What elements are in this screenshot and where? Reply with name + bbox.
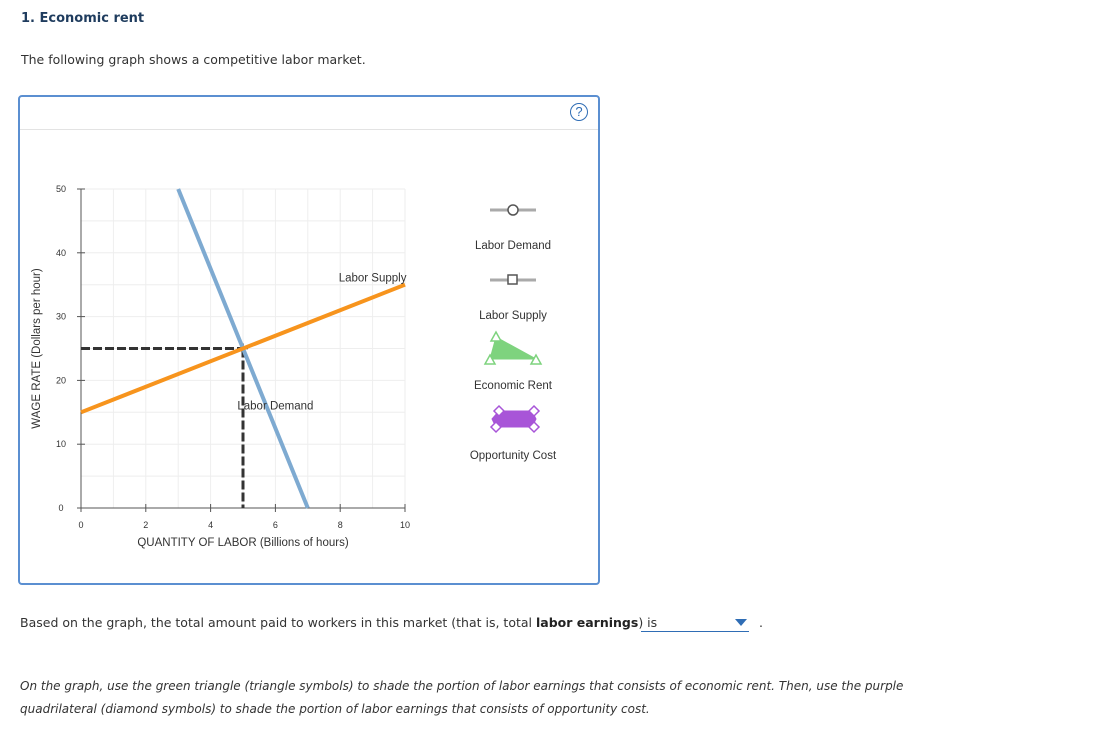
y-tick-label: 40 — [56, 248, 66, 258]
answer-sentence: Based on the graph, the total amount pai… — [20, 615, 657, 630]
palette-economic-rent-label: Economic Rent — [474, 380, 553, 392]
y-axis-label: WAGE RATE (Dollars per hour) — [31, 268, 43, 429]
labor-supply-line-label: Labor Supply — [339, 273, 407, 285]
answer-bold-term: labor earnings — [536, 615, 639, 630]
equilibrium-guides — [81, 343, 248, 508]
answer-prefix: Based on the graph, the total amount pai… — [20, 615, 536, 630]
answer-period: . — [759, 615, 763, 630]
palette-labor-demand-label: Labor Demand — [475, 240, 551, 252]
y-tick-label: 10 — [56, 439, 66, 449]
palette-economic-rent[interactable]: Economic Rent — [474, 330, 553, 392]
palette-opportunity-cost[interactable]: Opportunity Cost — [470, 404, 557, 462]
diamond-marker-icon — [489, 420, 503, 434]
x-tick-label: 8 — [338, 520, 343, 530]
palette-labor-demand[interactable]: Labor Demand — [475, 204, 551, 252]
chart-lines — [80, 188, 406, 509]
x-tick-label: 0 — [78, 520, 83, 530]
palette-opportunity-cost-label: Opportunity Cost — [470, 450, 557, 462]
diamond-marker-icon — [527, 420, 541, 434]
instructions-line-1: On the graph, use the green triangle (tr… — [20, 679, 904, 693]
chart-svg[interactable]: 0 2 4 6 8 10 0 10 20 30 40 50 QUANTITY OF LABOR (Bil… — [20, 97, 598, 583]
diamond-marker-icon — [492, 404, 506, 418]
labor-supply-line — [80, 282, 406, 415]
labor-demand-line-label: Labor Demand — [237, 400, 313, 412]
panel-divider — [20, 129, 598, 130]
x-tick-label: 4 — [208, 520, 213, 530]
diamond-marker-icon — [527, 404, 541, 418]
help-icon[interactable]: ? — [570, 103, 588, 121]
graph-panel: ? 0 2 4 6 8 10 0 10 20 30 40 50 QUANTITY OF LABOR (B… — [18, 95, 600, 585]
y-tick-label: 30 — [56, 312, 66, 322]
question-intro: The following graph shows a competitive … — [21, 52, 366, 67]
x-tick-label: 6 — [273, 520, 278, 530]
circle-marker-icon — [507, 204, 519, 216]
x-tick-label: 10 — [400, 520, 410, 530]
square-marker-icon — [507, 274, 518, 285]
triangle-marker-icon — [483, 353, 497, 365]
answer-suffix: ) is — [638, 615, 658, 630]
palette-labor-supply[interactable]: Labor Supply — [479, 274, 547, 322]
triangle-shape-icon — [489, 336, 537, 360]
instructions: On the graph, use the green triangle (tr… — [20, 675, 980, 721]
triangle-marker-icon — [489, 330, 503, 342]
palette-labor-supply-label: Labor Supply — [479, 310, 547, 322]
caret-down-icon[interactable] — [735, 619, 747, 626]
x-axis-label: QUANTITY OF LABOR (Billions of hours) — [137, 537, 348, 549]
y-tick-label: 50 — [56, 184, 66, 194]
y-tick-label: 20 — [56, 375, 66, 385]
triangle-marker-icon — [529, 353, 543, 365]
question-title: 1. Economic rent — [21, 11, 145, 26]
labor-earnings-dropdown[interactable] — [641, 613, 749, 632]
instructions-line-2: quadrilateral (diamond symbols) to shade… — [20, 702, 650, 716]
y-tick-label: 0 — [58, 503, 63, 513]
x-tick-label: 2 — [143, 520, 148, 530]
chart-labels: 0 2 4 6 8 10 0 10 20 30 40 50 QUANTITY OF LABOR (Bil… — [31, 184, 410, 549]
